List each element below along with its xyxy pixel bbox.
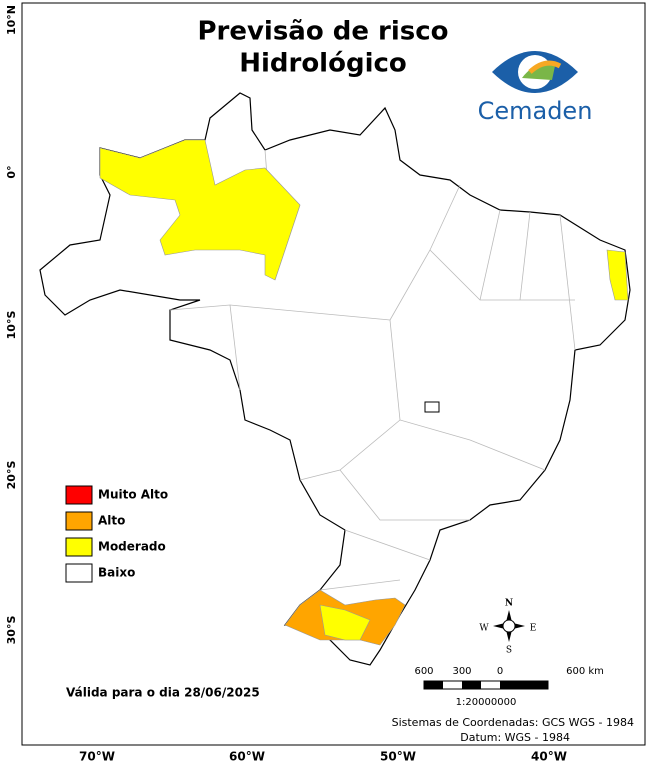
legend-swatch bbox=[65, 511, 93, 531]
scale-bar: 600 300 0 600 km 1:20000000 bbox=[414, 666, 603, 708]
longitude-label: 50°W bbox=[380, 750, 416, 764]
scale-label: 600 bbox=[414, 666, 433, 677]
legend-label: Moderado bbox=[98, 540, 166, 554]
federal-district bbox=[424, 401, 440, 413]
longitude-label: 70°W bbox=[79, 750, 115, 764]
compass-n: N bbox=[505, 599, 513, 609]
scale-label: 0 bbox=[497, 666, 503, 677]
compass-s: S bbox=[506, 646, 512, 656]
logo: Cemaden bbox=[478, 51, 593, 125]
region-moderado bbox=[99, 139, 301, 281]
latitude-label: 10°N bbox=[5, 5, 18, 35]
scale-label: 600 km bbox=[566, 666, 604, 677]
title: Hidrológico bbox=[239, 49, 407, 79]
longitude-label: 60°W bbox=[229, 750, 265, 764]
latitude-label: 10°S bbox=[5, 311, 18, 340]
region-moderado bbox=[606, 249, 629, 301]
latitude-label: 20°S bbox=[5, 461, 18, 490]
legend-label: Muito Alto bbox=[98, 488, 168, 502]
compass-w: W bbox=[479, 624, 489, 634]
legend-swatch bbox=[65, 537, 93, 557]
compass-e: E bbox=[530, 624, 537, 634]
legend-label: Alto bbox=[98, 514, 125, 528]
datum: Datum: WGS - 1984 bbox=[460, 731, 570, 744]
legend-swatch bbox=[65, 563, 93, 583]
region-moderado bbox=[319, 604, 371, 641]
coordinate-system: Sistemas de Coordenadas: GCS WGS - 1984 bbox=[392, 716, 634, 729]
legend-label: Baixo bbox=[98, 566, 135, 580]
validity-date: Válida para o dia 28/06/2025 bbox=[66, 686, 260, 700]
scale-label: 300 bbox=[452, 666, 471, 677]
title: Previsão de risco bbox=[197, 17, 448, 47]
scale-ratio: 1:20000000 bbox=[456, 697, 517, 708]
compass: N S E W bbox=[479, 599, 536, 656]
legend-swatch bbox=[65, 485, 93, 505]
logo-text: Cemaden bbox=[478, 97, 593, 125]
latitude-label: 30°S bbox=[5, 616, 18, 645]
longitude-label: 40°W bbox=[531, 750, 567, 764]
latitude-label: 0° bbox=[5, 165, 18, 178]
